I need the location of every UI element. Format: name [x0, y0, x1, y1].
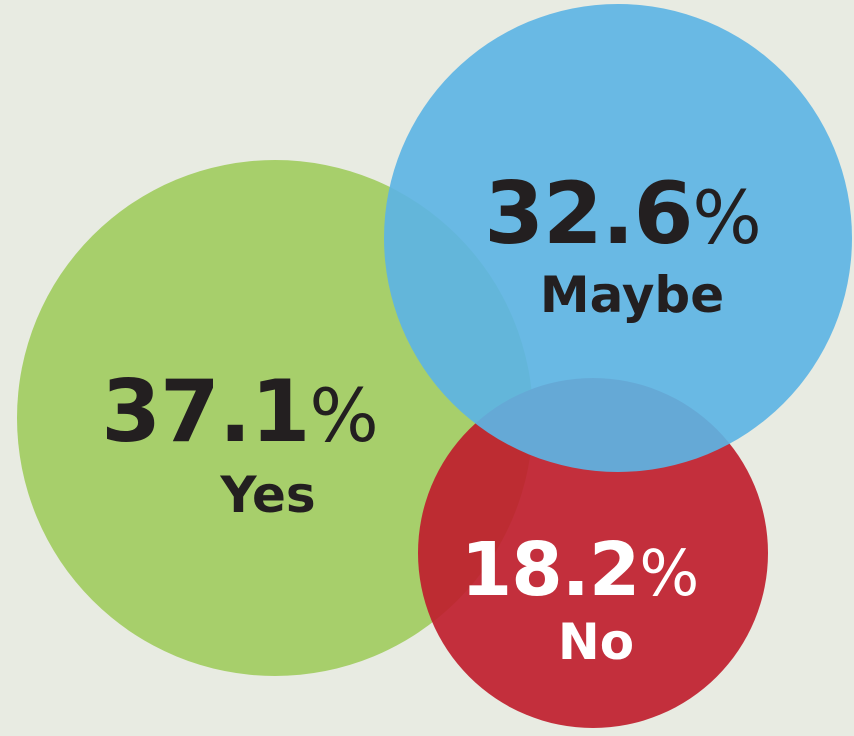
percent-sign: % — [692, 176, 761, 261]
category-label-maybe: Maybe — [540, 266, 724, 324]
category-label-yes: Yes — [219, 466, 315, 524]
category-label-no: No — [558, 613, 634, 671]
circle-maybe — [384, 4, 852, 472]
value-number: 32.6 — [484, 164, 692, 264]
value-number: 37.1 — [101, 362, 309, 462]
percent-sign: % — [309, 374, 378, 459]
value-number: 18.2 — [461, 527, 640, 613]
value-label-yes: 37.1% — [101, 362, 379, 462]
value-label-maybe: 32.6% — [484, 164, 762, 264]
value-label-no: 18.2% — [461, 527, 699, 613]
circle-layer — [17, 4, 852, 728]
circle-no — [418, 378, 768, 728]
percent-sign: % — [639, 537, 699, 610]
